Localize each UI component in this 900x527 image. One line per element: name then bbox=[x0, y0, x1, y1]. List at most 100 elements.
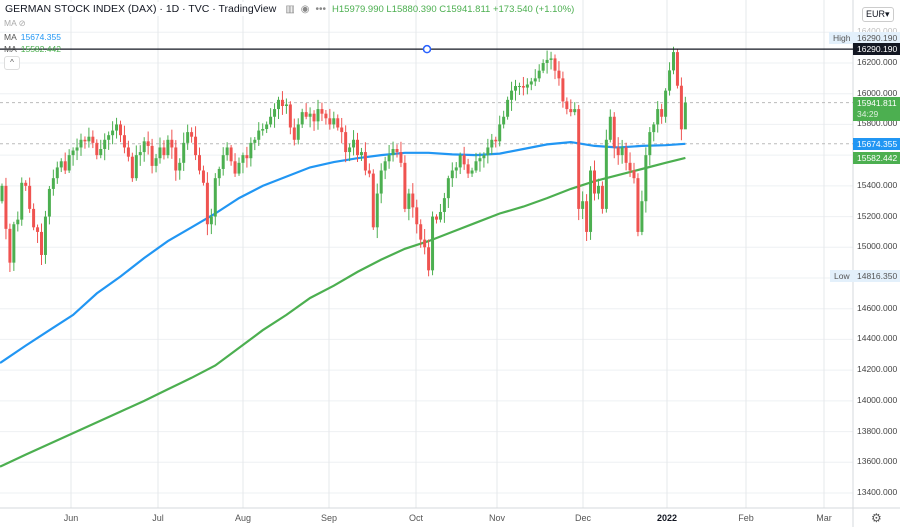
candle bbox=[237, 157, 241, 176]
candle bbox=[367, 163, 371, 178]
candle bbox=[569, 99, 573, 117]
candle-body bbox=[205, 182, 209, 225]
candle-body bbox=[178, 162, 182, 171]
candle-body bbox=[253, 139, 257, 143]
candle-body bbox=[261, 129, 265, 131]
candle-body bbox=[656, 109, 660, 125]
candle-body bbox=[320, 109, 324, 114]
candle-body bbox=[43, 216, 47, 255]
candle-body bbox=[620, 147, 624, 156]
candle-body bbox=[419, 224, 423, 240]
candle bbox=[190, 127, 194, 143]
symbol-title[interactable]: GERMAN STOCK INDEX (DAX) · 1D · TVC · Tr… bbox=[2, 2, 280, 16]
candle bbox=[454, 162, 458, 179]
candle bbox=[423, 229, 427, 255]
drawing-handle[interactable] bbox=[422, 44, 432, 54]
candle bbox=[553, 54, 557, 80]
indicator-ma-hidden[interactable]: MA ⊘ bbox=[4, 18, 26, 29]
candle bbox=[277, 96, 280, 120]
candle-body bbox=[166, 139, 170, 156]
candle-body bbox=[186, 132, 190, 143]
bar-style-icon[interactable]: ▥ bbox=[285, 3, 295, 15]
candle bbox=[150, 138, 154, 174]
candle-body bbox=[438, 211, 442, 220]
candle bbox=[577, 104, 581, 221]
candle-body bbox=[87, 136, 91, 142]
candle-body bbox=[375, 193, 379, 228]
candle bbox=[36, 224, 40, 243]
candle-body bbox=[632, 170, 636, 179]
candle bbox=[348, 143, 352, 162]
candle-body bbox=[130, 156, 134, 179]
candle bbox=[20, 177, 24, 226]
candle bbox=[470, 167, 474, 177]
ohlc-values: H15979.990 L15880.390 C15941.811 +173.54… bbox=[332, 3, 575, 15]
y-tick-label: 16400.000 bbox=[853, 26, 900, 36]
candle bbox=[379, 163, 383, 204]
candle-body bbox=[122, 135, 126, 148]
candle bbox=[186, 124, 190, 150]
candle bbox=[683, 96, 687, 130]
indicator-ma-1[interactable]: MA 15674.355 bbox=[4, 32, 61, 42]
candle-body bbox=[478, 158, 482, 162]
candle-body bbox=[55, 167, 59, 179]
indicator-ma-2[interactable]: MA 15582.442 bbox=[4, 44, 61, 54]
candle-body bbox=[217, 168, 221, 179]
candle bbox=[300, 108, 304, 128]
y-tick-label: 15800.000 bbox=[857, 118, 898, 129]
candle bbox=[664, 88, 668, 123]
candle-body bbox=[225, 147, 229, 156]
last-price-label: 15941.811 34:29 bbox=[853, 97, 900, 121]
candle-body bbox=[67, 155, 71, 171]
candle-body bbox=[201, 170, 205, 183]
y-tick-label: 16000.000 bbox=[857, 87, 898, 98]
candle-body bbox=[585, 201, 589, 232]
candle-body bbox=[16, 219, 20, 225]
candle bbox=[514, 79, 517, 101]
eye-off-icon[interactable]: ⊘ bbox=[18, 18, 26, 28]
candle-body bbox=[300, 112, 304, 125]
candle bbox=[249, 137, 253, 167]
candle bbox=[632, 162, 636, 184]
low-label: Low bbox=[830, 270, 854, 282]
candle-body bbox=[533, 78, 537, 82]
candle bbox=[166, 135, 170, 159]
candle bbox=[356, 132, 359, 163]
candle-body bbox=[8, 228, 12, 263]
candle-body bbox=[115, 124, 119, 131]
candle bbox=[213, 173, 217, 226]
candle bbox=[340, 117, 344, 144]
candle bbox=[494, 136, 498, 148]
y-tick-label: 14600.000 bbox=[857, 302, 898, 313]
y-tick-label: 14000.000 bbox=[857, 394, 898, 405]
candle-body bbox=[71, 150, 75, 156]
candle-body bbox=[675, 52, 679, 86]
collapse-legend-button[interactable]: ^ bbox=[4, 56, 20, 70]
candle bbox=[442, 192, 446, 223]
x-tick-label: 2022 bbox=[656, 513, 678, 523]
candle-body bbox=[450, 170, 454, 179]
candle-body bbox=[296, 124, 300, 140]
candle bbox=[427, 239, 431, 277]
candle bbox=[273, 103, 277, 128]
candle-body bbox=[154, 158, 158, 166]
more-icon[interactable]: ••• bbox=[315, 3, 327, 15]
eye-icon[interactable]: ◉ bbox=[300, 3, 310, 15]
currency-selector[interactable]: EUR▾ bbox=[862, 7, 894, 22]
candle-body bbox=[99, 148, 103, 156]
candle-body bbox=[494, 139, 498, 142]
y-tick-label: 15000.000 bbox=[857, 241, 898, 252]
candle bbox=[0, 183, 4, 204]
settings-gear-icon[interactable]: ⚙ bbox=[871, 511, 882, 525]
candle bbox=[462, 146, 466, 170]
candle bbox=[332, 111, 336, 129]
candle bbox=[450, 162, 454, 187]
candle-body bbox=[352, 139, 356, 148]
candle-body bbox=[119, 124, 122, 136]
candle bbox=[28, 177, 32, 213]
candle-body bbox=[529, 81, 533, 85]
candle-body bbox=[636, 178, 640, 232]
candle-body bbox=[328, 118, 332, 125]
candle bbox=[126, 140, 130, 162]
